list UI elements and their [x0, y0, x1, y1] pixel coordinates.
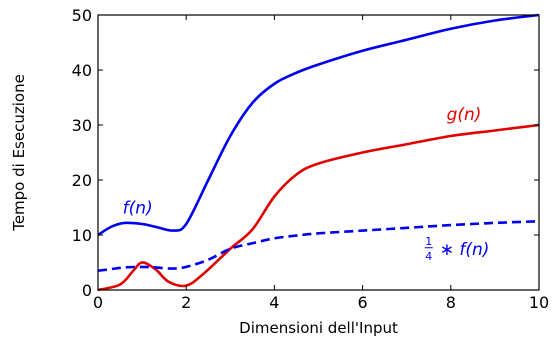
fraction-denominator: 4 — [425, 250, 432, 263]
x-tick-label: 0 — [93, 293, 103, 312]
y-tick-label: 40 — [72, 61, 92, 80]
series-label-text: ∗ f(n) — [440, 240, 490, 260]
y-axis-label: Tempo di Esecuzione — [10, 74, 28, 232]
series-annotation-1: g(n) — [447, 105, 482, 125]
series-labels: f(n) g(n) 1 4 ∗ f(n) — [123, 105, 490, 263]
y-tick-label: 50 — [72, 6, 92, 25]
y-tick-label: 30 — [72, 116, 92, 135]
y-tick-label: 0 — [82, 281, 92, 300]
series-line-0 — [97, 13, 540, 237]
x-axis-label: Dimensioni dell'Input — [239, 319, 398, 337]
x-tick-label: 8 — [446, 293, 456, 312]
fraction-numerator: 1 — [425, 235, 432, 248]
series-annotation-2: 1 4 ∗ f(n) — [424, 235, 490, 263]
y-tick-label: 20 — [72, 171, 92, 190]
axis-ticks: 0 2 4 6 8 10 0 10 20 30 40 50 — [72, 6, 550, 312]
plot-lines — [97, 13, 540, 292]
series-line-2 — [97, 219, 540, 273]
series-annotation-0: f(n) — [123, 199, 153, 219]
x-tick-label: 10 — [529, 293, 549, 312]
plot-frame — [97, 14, 540, 291]
series-label-text: g(n) — [447, 105, 482, 125]
y-tick-label: 10 — [72, 226, 92, 245]
x-tick-label: 2 — [181, 293, 191, 312]
series-line-1 — [97, 123, 540, 292]
x-tick-label: 4 — [269, 293, 279, 312]
x-tick-label: 6 — [358, 293, 368, 312]
series-label-text: f(n) — [123, 199, 153, 219]
